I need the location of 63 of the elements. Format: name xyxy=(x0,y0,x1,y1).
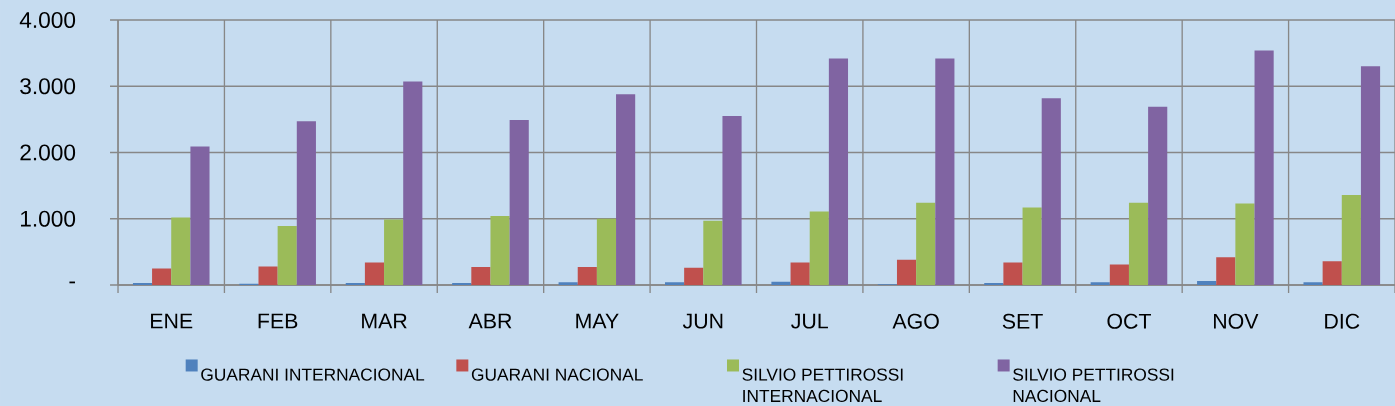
bar xyxy=(471,267,491,285)
y-tick-label: 1.000 xyxy=(20,210,76,227)
x-tick-label: AGO xyxy=(892,313,939,329)
bar xyxy=(771,281,791,285)
bar xyxy=(1090,282,1110,285)
legend-label: GUARANI INTERNACIONAL xyxy=(201,368,425,381)
bar xyxy=(809,211,829,285)
bar xyxy=(171,217,191,285)
x-tick-label: MAR xyxy=(362,313,407,329)
bar xyxy=(1303,282,1323,285)
bar xyxy=(1254,50,1274,285)
bar xyxy=(1109,264,1129,285)
bar xyxy=(1216,257,1236,285)
bar xyxy=(1235,203,1255,285)
x-tick-label: OCT xyxy=(1107,313,1151,329)
x-tick-label: MAY xyxy=(576,313,619,329)
legend-label: SILVIO PETTIROSSI NACIONAL xyxy=(1013,368,1174,403)
bar xyxy=(790,262,810,285)
bar xyxy=(558,282,578,285)
bar xyxy=(916,202,936,285)
y-tick-label: - xyxy=(69,281,75,284)
bar xyxy=(722,116,742,285)
bar xyxy=(1360,66,1381,285)
bar xyxy=(664,282,685,285)
bar xyxy=(577,267,597,285)
bar xyxy=(1041,98,1061,285)
bar xyxy=(596,218,617,285)
bar xyxy=(684,267,704,285)
bar xyxy=(1003,262,1023,285)
bar xyxy=(828,58,849,285)
x-tick-label: ENE xyxy=(151,313,193,329)
x-tick-label: NOV xyxy=(1214,313,1259,329)
x-tick-label: JUN xyxy=(682,313,723,329)
bar xyxy=(1322,261,1342,285)
bar xyxy=(364,262,385,285)
bar xyxy=(935,58,955,285)
x-tick-label: ABR xyxy=(468,313,512,329)
bar xyxy=(616,94,636,285)
bar xyxy=(403,81,423,285)
bar xyxy=(490,216,510,285)
y-tick-label: 4.000 xyxy=(19,11,76,29)
bar xyxy=(152,268,172,285)
bar xyxy=(1022,207,1042,285)
x-tick-label: FEB xyxy=(258,313,298,329)
y-tick-label: 2.000 xyxy=(20,144,76,161)
bar xyxy=(258,266,278,285)
x-tick-label: SET xyxy=(1002,313,1043,329)
bar xyxy=(277,226,297,285)
y-tick-label: 3.000 xyxy=(20,78,76,95)
bar xyxy=(1197,281,1217,285)
legend-label: SILVIO PETTIROSSI INTERNACIONAL xyxy=(742,368,903,403)
bar xyxy=(1341,194,1361,285)
bar xyxy=(384,219,404,285)
bar xyxy=(1148,106,1168,285)
bar xyxy=(190,146,210,285)
bar xyxy=(1128,202,1149,285)
bar xyxy=(509,120,529,285)
legend-label: GUARANI NACIONAL xyxy=(471,368,643,381)
x-tick-label: JUL xyxy=(791,313,828,329)
bar xyxy=(296,121,316,285)
bar xyxy=(896,259,917,285)
x-tick-label: DIC xyxy=(1325,313,1360,329)
bar xyxy=(703,220,723,285)
